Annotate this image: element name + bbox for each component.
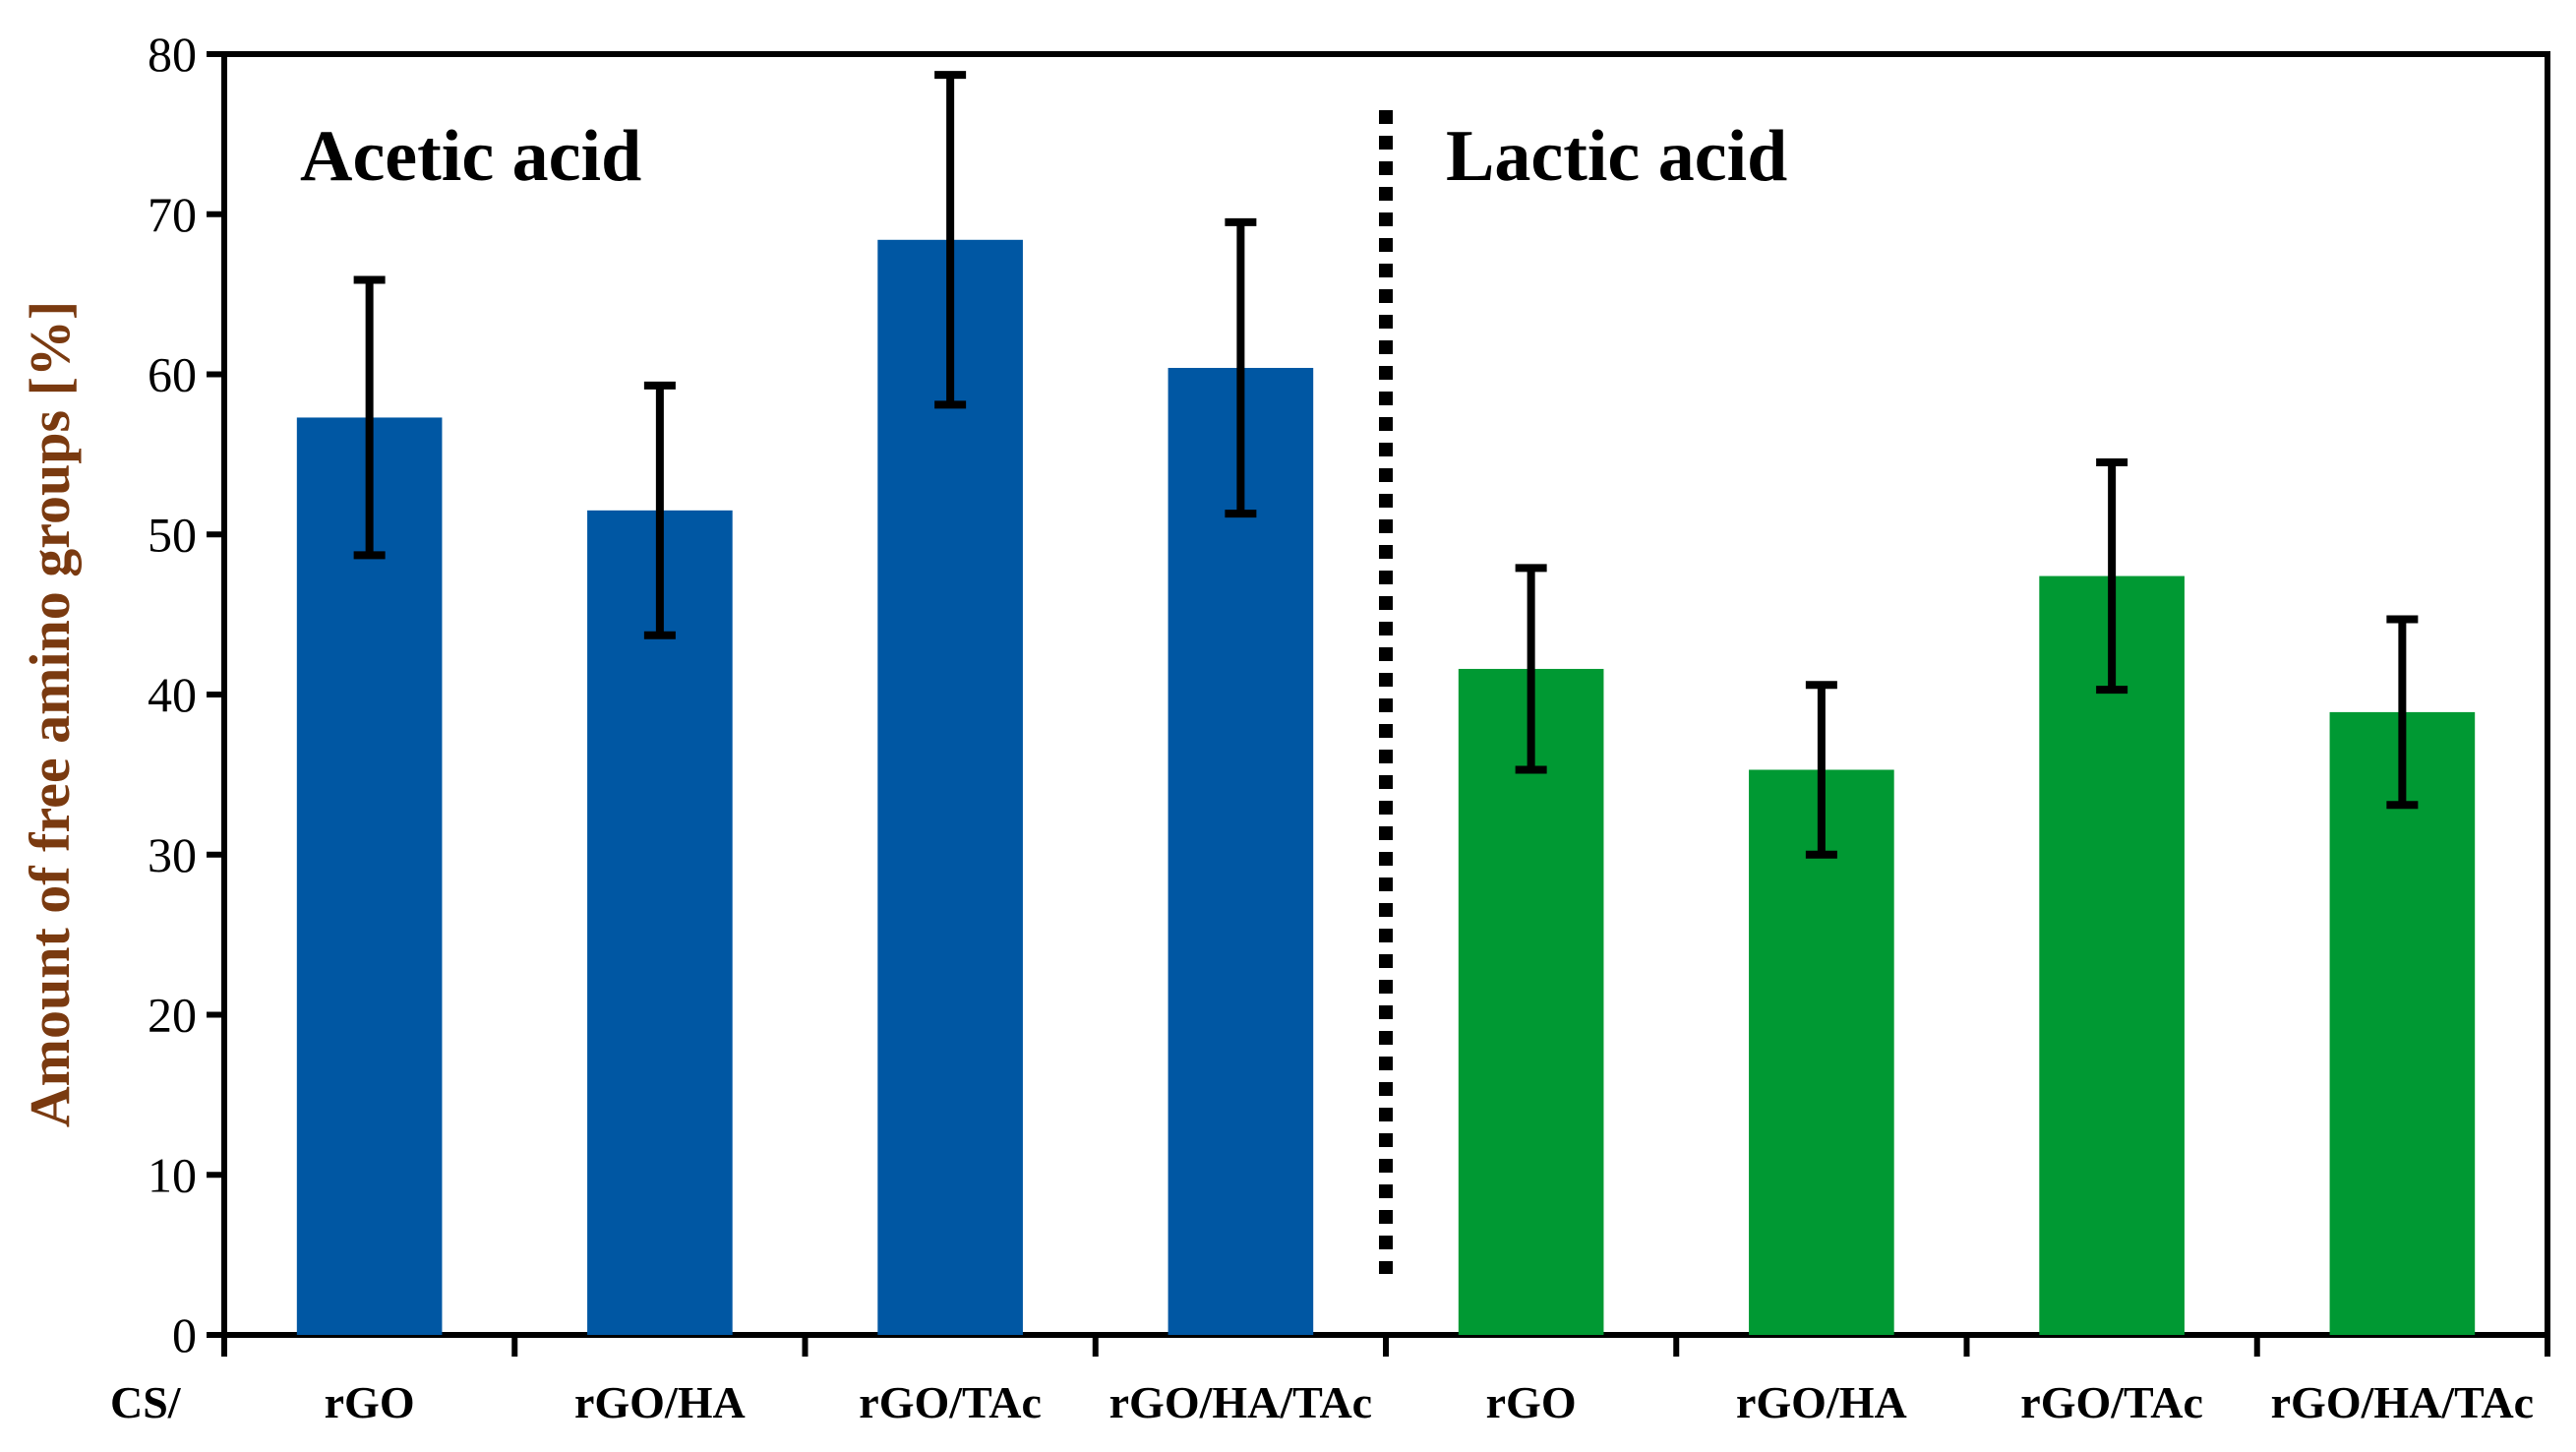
y-tick-label: 20 [148,988,197,1043]
y-tick-label: 50 [148,507,197,562]
x-category-label: rGO [1486,1377,1577,1427]
y-axis-label: Amount of free amino groups [%] [18,301,82,1127]
y-tick-label: 30 [148,827,197,882]
x-category-label: rGO/HA [574,1377,746,1427]
y-tick-label: 70 [148,187,197,242]
x-category-label: rGO/TAc [2020,1377,2203,1427]
x-category-label: rGO [325,1377,415,1427]
y-tick-label: 40 [148,667,197,722]
y-tick-label: 60 [148,347,197,402]
group-label-acetic-acid: Acetic acid [300,116,641,197]
x-category-label: rGO/TAc [859,1377,1042,1427]
bar-lactic-acid-rgo-ha-tac [2329,711,2476,1335]
bar-acetic-acid-rgo-ha [587,510,733,1335]
x-category-label: rGO/HA/TAc [1109,1377,1372,1427]
x-category-label: rGO/HA [1736,1377,1907,1427]
bar-lactic-acid-rgo-ha [1749,769,1894,1335]
bar-acetic-acid-rgo-ha-tac [1168,367,1314,1335]
y-tick-label: 10 [148,1147,197,1202]
y-tick-label: 80 [148,27,197,82]
group-label-lactic-acid: Lactic acid [1446,116,1787,197]
bar-acetic-acid-rgo [296,417,443,1335]
x-category-label: rGO/HA/TAc [2271,1377,2534,1427]
bar-lactic-acid-rgo [1458,668,1604,1335]
bar-acetic-acid-rgo-tac [877,239,1023,1335]
bar-lactic-acid-rgo-tac [2039,575,2185,1335]
x-prefix-label: CS/ [110,1377,182,1427]
y-tick-label: 0 [172,1307,197,1362]
